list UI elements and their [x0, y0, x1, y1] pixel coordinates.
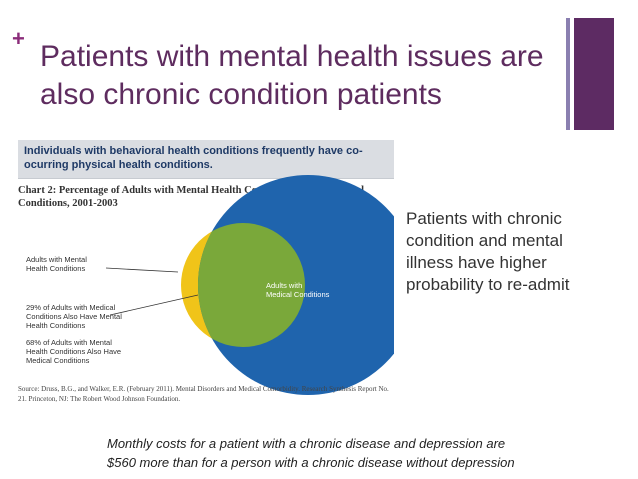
footer-line-2: $560 more than for a person with a chron… [107, 455, 515, 470]
footer-line-1: Monthly costs for a patient with a chron… [107, 436, 506, 451]
footer-note: Monthly costs for a patient with a chron… [107, 434, 567, 472]
side-note: Patients with chronic condition and ment… [406, 209, 570, 294]
venn-diagram: Adults with Mental Health Conditions 29%… [26, 175, 394, 395]
overlap-region [198, 223, 305, 347]
figure-source: Source: Druss, B.G., and Walker, E.R. (F… [18, 385, 389, 403]
label-68-percent: 68% of Adults with Mental Health Conditi… [26, 338, 123, 365]
leader-line-overlap [109, 294, 199, 316]
figure-banner-text: Individuals with behavioral health condi… [24, 145, 363, 171]
slide-title: Patients with mental health issues are a… [40, 40, 544, 111]
label-medical-conditions: Adults with Medical Conditions [266, 281, 330, 299]
plus-mark: + [12, 26, 25, 51]
accent-bar [574, 18, 614, 130]
label-29-percent: 29% of Adults with Medical Conditions Al… [26, 303, 124, 330]
label-mental-health: Adults with Mental Health Conditions [26, 255, 89, 273]
venn-figure: Individuals with behavioral health condi… [18, 140, 394, 416]
leader-line-mental [105, 267, 179, 273]
figure-chart-title: Chart 2: Percentage of Adults with Menta… [18, 185, 365, 209]
accent-bar-thin [566, 18, 570, 130]
figure-banner: Individuals with behavioral health condi… [18, 140, 394, 179]
